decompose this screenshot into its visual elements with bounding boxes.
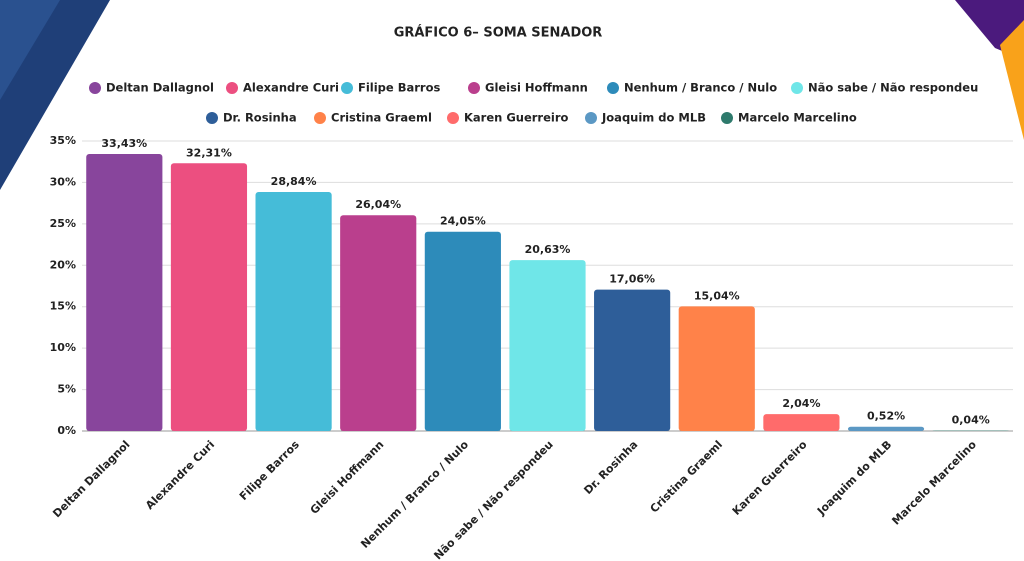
legend-marker xyxy=(314,112,326,124)
bar xyxy=(847,426,925,431)
legend-marker xyxy=(585,112,597,124)
x-tick-label: Karen Guerreiro xyxy=(730,438,810,518)
x-tick-label: Filipe Barros xyxy=(237,438,302,503)
legend-label: Marcelo Marcelino xyxy=(738,111,857,125)
legend-marker xyxy=(607,82,619,94)
bar xyxy=(763,414,840,431)
legend-label: Deltan Dallagnol xyxy=(106,81,214,95)
legend-marker xyxy=(206,112,218,124)
value-label: 28,84% xyxy=(271,175,317,188)
corner-decoration xyxy=(0,0,60,100)
value-label: 32,31% xyxy=(186,146,232,159)
value-label: 17,06% xyxy=(609,273,655,286)
chart-title: GRÁFICO 6– SOMA SENADOR xyxy=(394,25,603,41)
x-tick-label: Alexandre Curi xyxy=(143,438,217,512)
y-tick-label: 10% xyxy=(50,341,76,354)
value-label: 26,04% xyxy=(355,198,401,211)
y-tick-label: 5% xyxy=(57,383,76,396)
bar xyxy=(509,260,586,431)
bar xyxy=(594,289,671,431)
bar xyxy=(86,154,163,431)
x-tick-label: Dr. Rosinha xyxy=(581,438,640,497)
y-tick-label: 15% xyxy=(50,300,76,313)
x-tick-label: Cristina Graeml xyxy=(648,438,725,515)
value-label: 0,52% xyxy=(867,410,905,423)
value-label: 33,43% xyxy=(101,137,147,150)
bar xyxy=(424,231,501,431)
legend-label: Não sabe / Não respondeu xyxy=(808,81,978,95)
legend-label: Karen Guerreiro xyxy=(464,111,569,125)
legend-label: Nenhum / Branco / Nulo xyxy=(624,81,777,95)
value-label: 20,63% xyxy=(525,243,571,256)
bar xyxy=(678,306,755,431)
x-tick-label: Joaquim do MLB xyxy=(814,438,894,518)
y-tick-label: 0% xyxy=(57,424,76,437)
y-tick-label: 30% xyxy=(50,175,76,188)
legend-marker xyxy=(226,82,238,94)
value-label: 15,04% xyxy=(694,289,740,302)
legend-label: Dr. Rosinha xyxy=(223,111,297,125)
x-tick-label: Marcelo Marcelino xyxy=(889,438,979,528)
value-label: 2,04% xyxy=(782,397,820,410)
legend-marker xyxy=(468,82,480,94)
bar xyxy=(170,163,248,431)
y-tick-label: 20% xyxy=(50,258,76,271)
bar xyxy=(255,192,332,431)
bar xyxy=(340,215,417,431)
x-tick-label: Deltan Dallagnol xyxy=(50,438,132,520)
corner-decoration xyxy=(1000,20,1024,140)
legend-label: Gleisi Hoffmann xyxy=(485,81,588,95)
legend-marker xyxy=(341,82,353,94)
y-tick-label: 35% xyxy=(50,134,76,147)
legend-label: Joaquim do MLB xyxy=(601,111,706,125)
legend-marker xyxy=(89,82,101,94)
legend-marker xyxy=(791,82,803,94)
y-tick-label: 25% xyxy=(50,217,76,230)
value-label: 0,04% xyxy=(952,414,990,427)
x-tick-label: Gleisi Hoffmann xyxy=(308,438,387,517)
legend-marker xyxy=(447,112,459,124)
legend-label: Filipe Barros xyxy=(358,81,440,95)
value-label: 24,05% xyxy=(440,215,486,228)
legend-label: Alexandre Curi xyxy=(243,81,339,95)
legend-marker xyxy=(721,112,733,124)
legend-label: Cristina Graeml xyxy=(331,111,432,125)
